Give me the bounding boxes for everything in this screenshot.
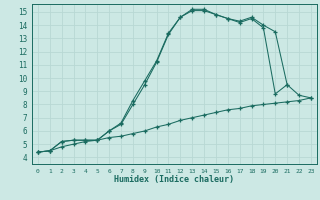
X-axis label: Humidex (Indice chaleur): Humidex (Indice chaleur) xyxy=(115,175,234,184)
